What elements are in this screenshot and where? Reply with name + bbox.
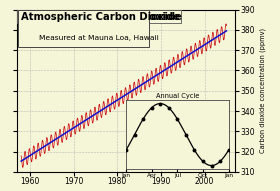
Text: Measured at Mauna Loa, Hawaii: Measured at Mauna Loa, Hawaii bbox=[19, 35, 142, 44]
FancyBboxPatch shape bbox=[18, 10, 149, 47]
Y-axis label: Carbon dioxide concentration (ppmv): Carbon dioxide concentration (ppmv) bbox=[260, 28, 266, 153]
Text: Atmospheric Carbon Dioxide: Atmospheric Carbon Dioxide bbox=[19, 12, 180, 22]
Text: Atmospheric Carbon Dioxide: Atmospheric Carbon Dioxide bbox=[21, 12, 182, 22]
Text: Measured at Mauna Loa, Hawaii: Measured at Mauna Loa, Hawaii bbox=[39, 35, 158, 41]
